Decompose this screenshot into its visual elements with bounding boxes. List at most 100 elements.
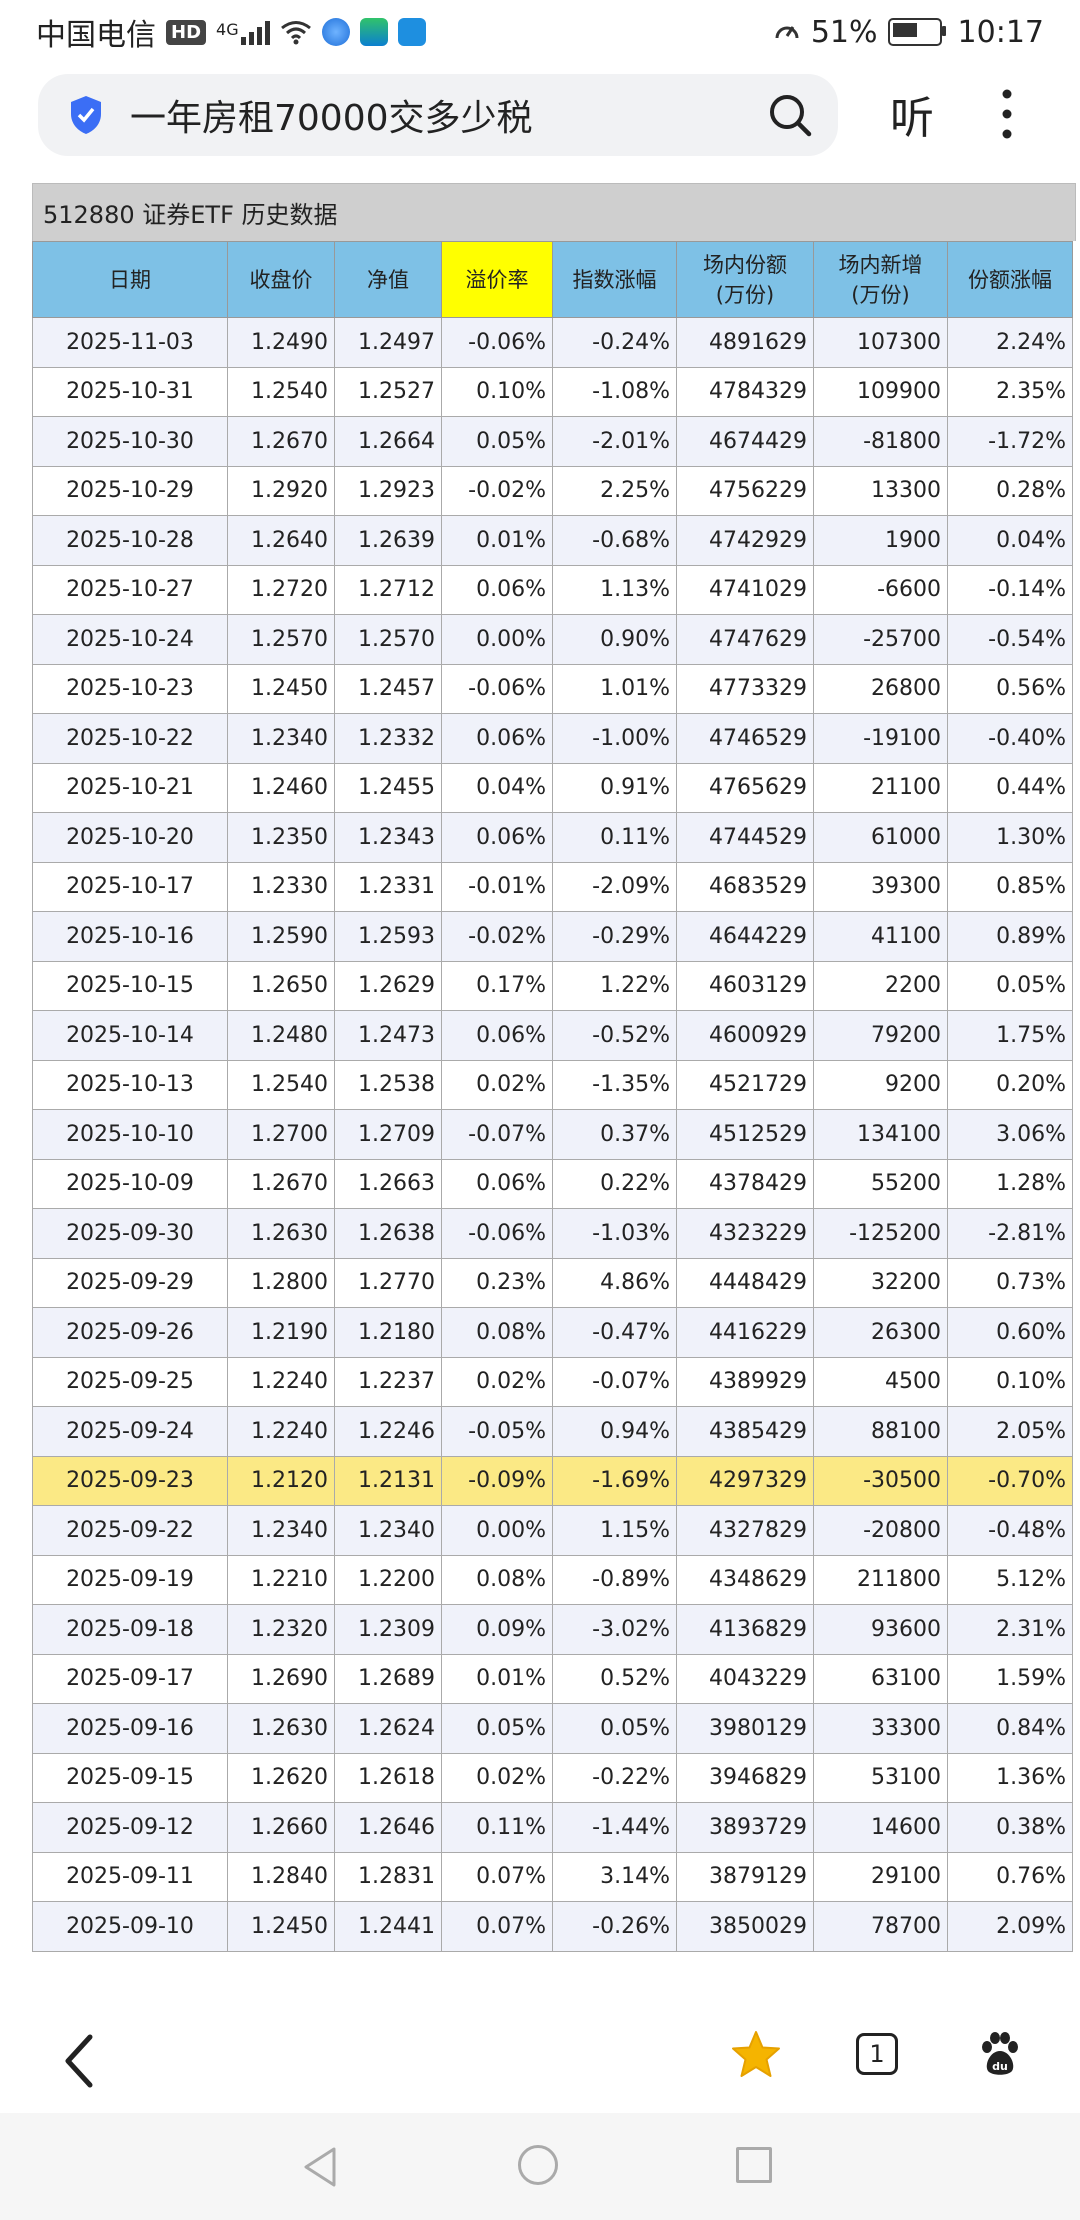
system-home-icon[interactable] — [518, 2145, 558, 2185]
date-cell: 2025-09-19 — [32, 1554, 228, 1605]
table-cell: 1.2709 — [334, 1109, 442, 1160]
table-cell: 1.2340 — [334, 1505, 442, 1556]
table-cell: 1.2330 — [227, 861, 335, 912]
table-row: 2025-09-24 1.2240 1.2246 -0.05% 0.94% 4385429… — [32, 1406, 1073, 1457]
tab-count-button[interactable]: 1 — [856, 2033, 898, 2075]
table-cell: 1.2720 — [227, 564, 335, 615]
table-cell: 0.37% — [552, 1109, 677, 1160]
table-cell: 3980129 — [676, 1703, 814, 1754]
table-cell: 4756229 — [676, 465, 814, 516]
table-cell: 1.2570 — [334, 614, 442, 665]
table-cell: 1.2237 — [334, 1356, 442, 1407]
table-cell: 0.01% — [441, 1653, 553, 1704]
table-cell: 0.05% — [441, 416, 553, 467]
table-cell: 1.2480 — [227, 1010, 335, 1061]
search-icon[interactable] — [766, 91, 814, 139]
table-cell: 1.2450 — [227, 1901, 335, 1952]
date-cell: 2025-09-22 — [32, 1505, 228, 1556]
table-cell: 1.2190 — [227, 1307, 335, 1358]
table-cell: 1.2639 — [334, 515, 442, 566]
date-cell: 2025-09-26 — [32, 1307, 228, 1358]
clock: 10:17 — [957, 14, 1044, 50]
speed-icon — [775, 26, 799, 39]
table-cell: 0.76% — [947, 1851, 1073, 1902]
table-header-row: 日期 收盘价 净值 溢价率 指数涨幅 场内份额 (万份) 场内新增 (万份) 份额涨幅 — [32, 241, 1073, 318]
table-cell: 0.02% — [441, 1059, 553, 1110]
table-cell: 0.90% — [552, 614, 677, 665]
table-cell: 211800 — [813, 1554, 948, 1605]
back-arrow-icon[interactable] — [62, 2033, 96, 2089]
table-cell: 3893729 — [676, 1802, 814, 1853]
table-cell: 1.2664 — [334, 416, 442, 467]
date-cell: 2025-10-14 — [32, 1010, 228, 1061]
search-box[interactable]: 一年房租70000交多少税 — [38, 74, 838, 156]
table-row: 2025-09-16 1.2630 1.2624 0.05% 0.05% 3980129 3… — [32, 1703, 1073, 1754]
more-options-icon[interactable] — [995, 84, 1019, 144]
table-cell: -81800 — [813, 416, 948, 467]
table-row: 2025-09-17 1.2690 1.2689 0.01% 0.52% 4043229 6… — [32, 1653, 1073, 1704]
svg-text:du: du — [992, 2060, 1008, 2073]
table-cell: 3879129 — [676, 1851, 814, 1902]
table-cell: 93600 — [813, 1604, 948, 1655]
table-cell: 1.2712 — [334, 564, 442, 615]
table-cell: 79200 — [813, 1010, 948, 1061]
etf-history-table: 日期 收盘价 净值 溢价率 指数涨幅 场内份额 (万份) 场内新增 (万份) 份额涨幅 2025-… — [32, 241, 1073, 1952]
table-row: 2025-09-30 1.2630 1.2638 -0.06% -1.03% 432322… — [32, 1208, 1073, 1259]
date-cell: 2025-09-30 — [32, 1208, 228, 1259]
table-cell: 9200 — [813, 1059, 948, 1110]
listen-button[interactable]: 听 — [890, 93, 934, 144]
table-cell: -30500 — [813, 1455, 948, 1506]
cloud-app-icon — [397, 18, 426, 46]
etf-history-table-container[interactable]: 512880 证券ETF 历史数据 日期 收盘价 净值 溢价率 指数涨幅 场内份额 (万份)… — [32, 183, 1076, 2003]
table-cell: 1.01% — [552, 663, 677, 714]
table-cell: 1.2309 — [334, 1604, 442, 1655]
wifi-icon — [280, 21, 311, 45]
table-cell: 0.02% — [441, 1356, 553, 1407]
table-cell: 1.75% — [947, 1010, 1073, 1061]
table-cell: 1.2670 — [227, 416, 335, 467]
table-cell: 1.15% — [552, 1505, 677, 1556]
column-header: 溢价率 — [441, 241, 553, 318]
table-cell: 0.89% — [947, 911, 1073, 962]
table-cell: -0.24% — [552, 317, 677, 368]
table-cell: 1.2840 — [227, 1851, 335, 1902]
date-cell: 2025-09-15 — [32, 1752, 228, 1803]
table-cell: 0.11% — [441, 1802, 553, 1853]
table-cell: 1.2670 — [227, 1158, 335, 1209]
table-cell: 0.20% — [947, 1059, 1073, 1110]
table-cell: -2.01% — [552, 416, 677, 467]
table-cell: 2.05% — [947, 1406, 1073, 1457]
table-cell: 1.2340 — [227, 1505, 335, 1556]
table-row: 2025-10-15 1.2650 1.2629 0.17% 1.22% 4603129 2… — [32, 960, 1073, 1011]
table-cell: -1.72% — [947, 416, 1073, 467]
table-cell: 1.2590 — [227, 911, 335, 962]
date-cell: 2025-10-09 — [32, 1158, 228, 1209]
table-cell: 1.2331 — [334, 861, 442, 912]
table-cell: 0.10% — [947, 1356, 1073, 1407]
table-cell: 1.2650 — [227, 960, 335, 1011]
table-cell: 2.09% — [947, 1901, 1073, 1952]
table-cell: -0.40% — [947, 713, 1073, 764]
table-cell: 4327829 — [676, 1505, 814, 1556]
table-cell: -0.07% — [552, 1356, 677, 1407]
system-recents-icon[interactable] — [736, 2147, 772, 2183]
date-cell: 2025-11-03 — [32, 317, 228, 368]
table-cell: 4385429 — [676, 1406, 814, 1457]
table-cell: 4297329 — [676, 1455, 814, 1506]
table-cell: 0.06% — [441, 713, 553, 764]
table-cell: 1.2629 — [334, 960, 442, 1011]
table-cell: 0.06% — [441, 1158, 553, 1209]
favorite-star-icon[interactable] — [730, 2029, 782, 2081]
system-back-icon[interactable] — [300, 2145, 340, 2189]
table-row: 2025-10-14 1.2480 1.2473 0.06% -0.52% 4600929… — [32, 1010, 1073, 1061]
table-cell: -0.47% — [552, 1307, 677, 1358]
table-cell: 1.30% — [947, 812, 1073, 863]
column-header: 场内份额 (万份) — [676, 241, 814, 318]
date-cell: 2025-10-20 — [32, 812, 228, 863]
table-cell: 1.2240 — [227, 1406, 335, 1457]
search-query[interactable]: 一年房租70000交多少税 — [130, 98, 533, 139]
baidu-paw-icon[interactable]: du — [976, 2029, 1024, 2077]
table-cell: 2200 — [813, 960, 948, 1011]
table-cell: 32200 — [813, 1257, 948, 1308]
table-row: 2025-10-21 1.2460 1.2455 0.04% 0.91% 4765629 2… — [32, 762, 1073, 813]
